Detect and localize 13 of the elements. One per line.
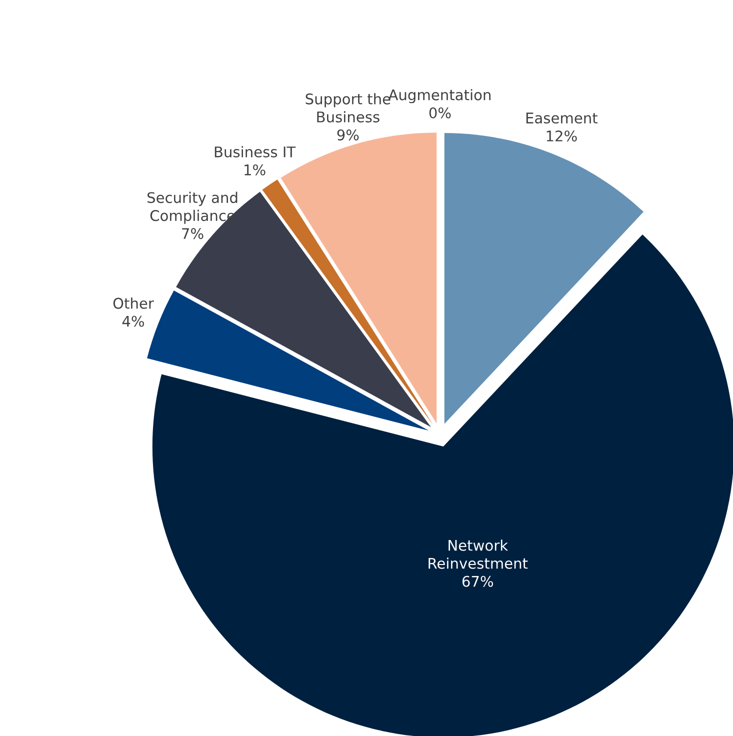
slice-label: Other — [113, 298, 154, 309]
text: 0% — [429, 107, 451, 118]
data-label: 4% — [122, 316, 144, 327]
data-label: 9% — [337, 129, 359, 140]
category-label: Augmentation — [388, 89, 490, 104]
slice-label: Network Reinvestment — [428, 540, 528, 569]
data-label: 12% — [546, 130, 577, 142]
slice-label: Business IT — [214, 146, 296, 158]
data-label: 7% — [182, 228, 204, 240]
slice-label: Support the Business — [306, 93, 390, 122]
data-label: 67% — [462, 576, 494, 587]
slice-label: Easement — [526, 112, 598, 124]
data-label: 1% — [244, 164, 266, 176]
